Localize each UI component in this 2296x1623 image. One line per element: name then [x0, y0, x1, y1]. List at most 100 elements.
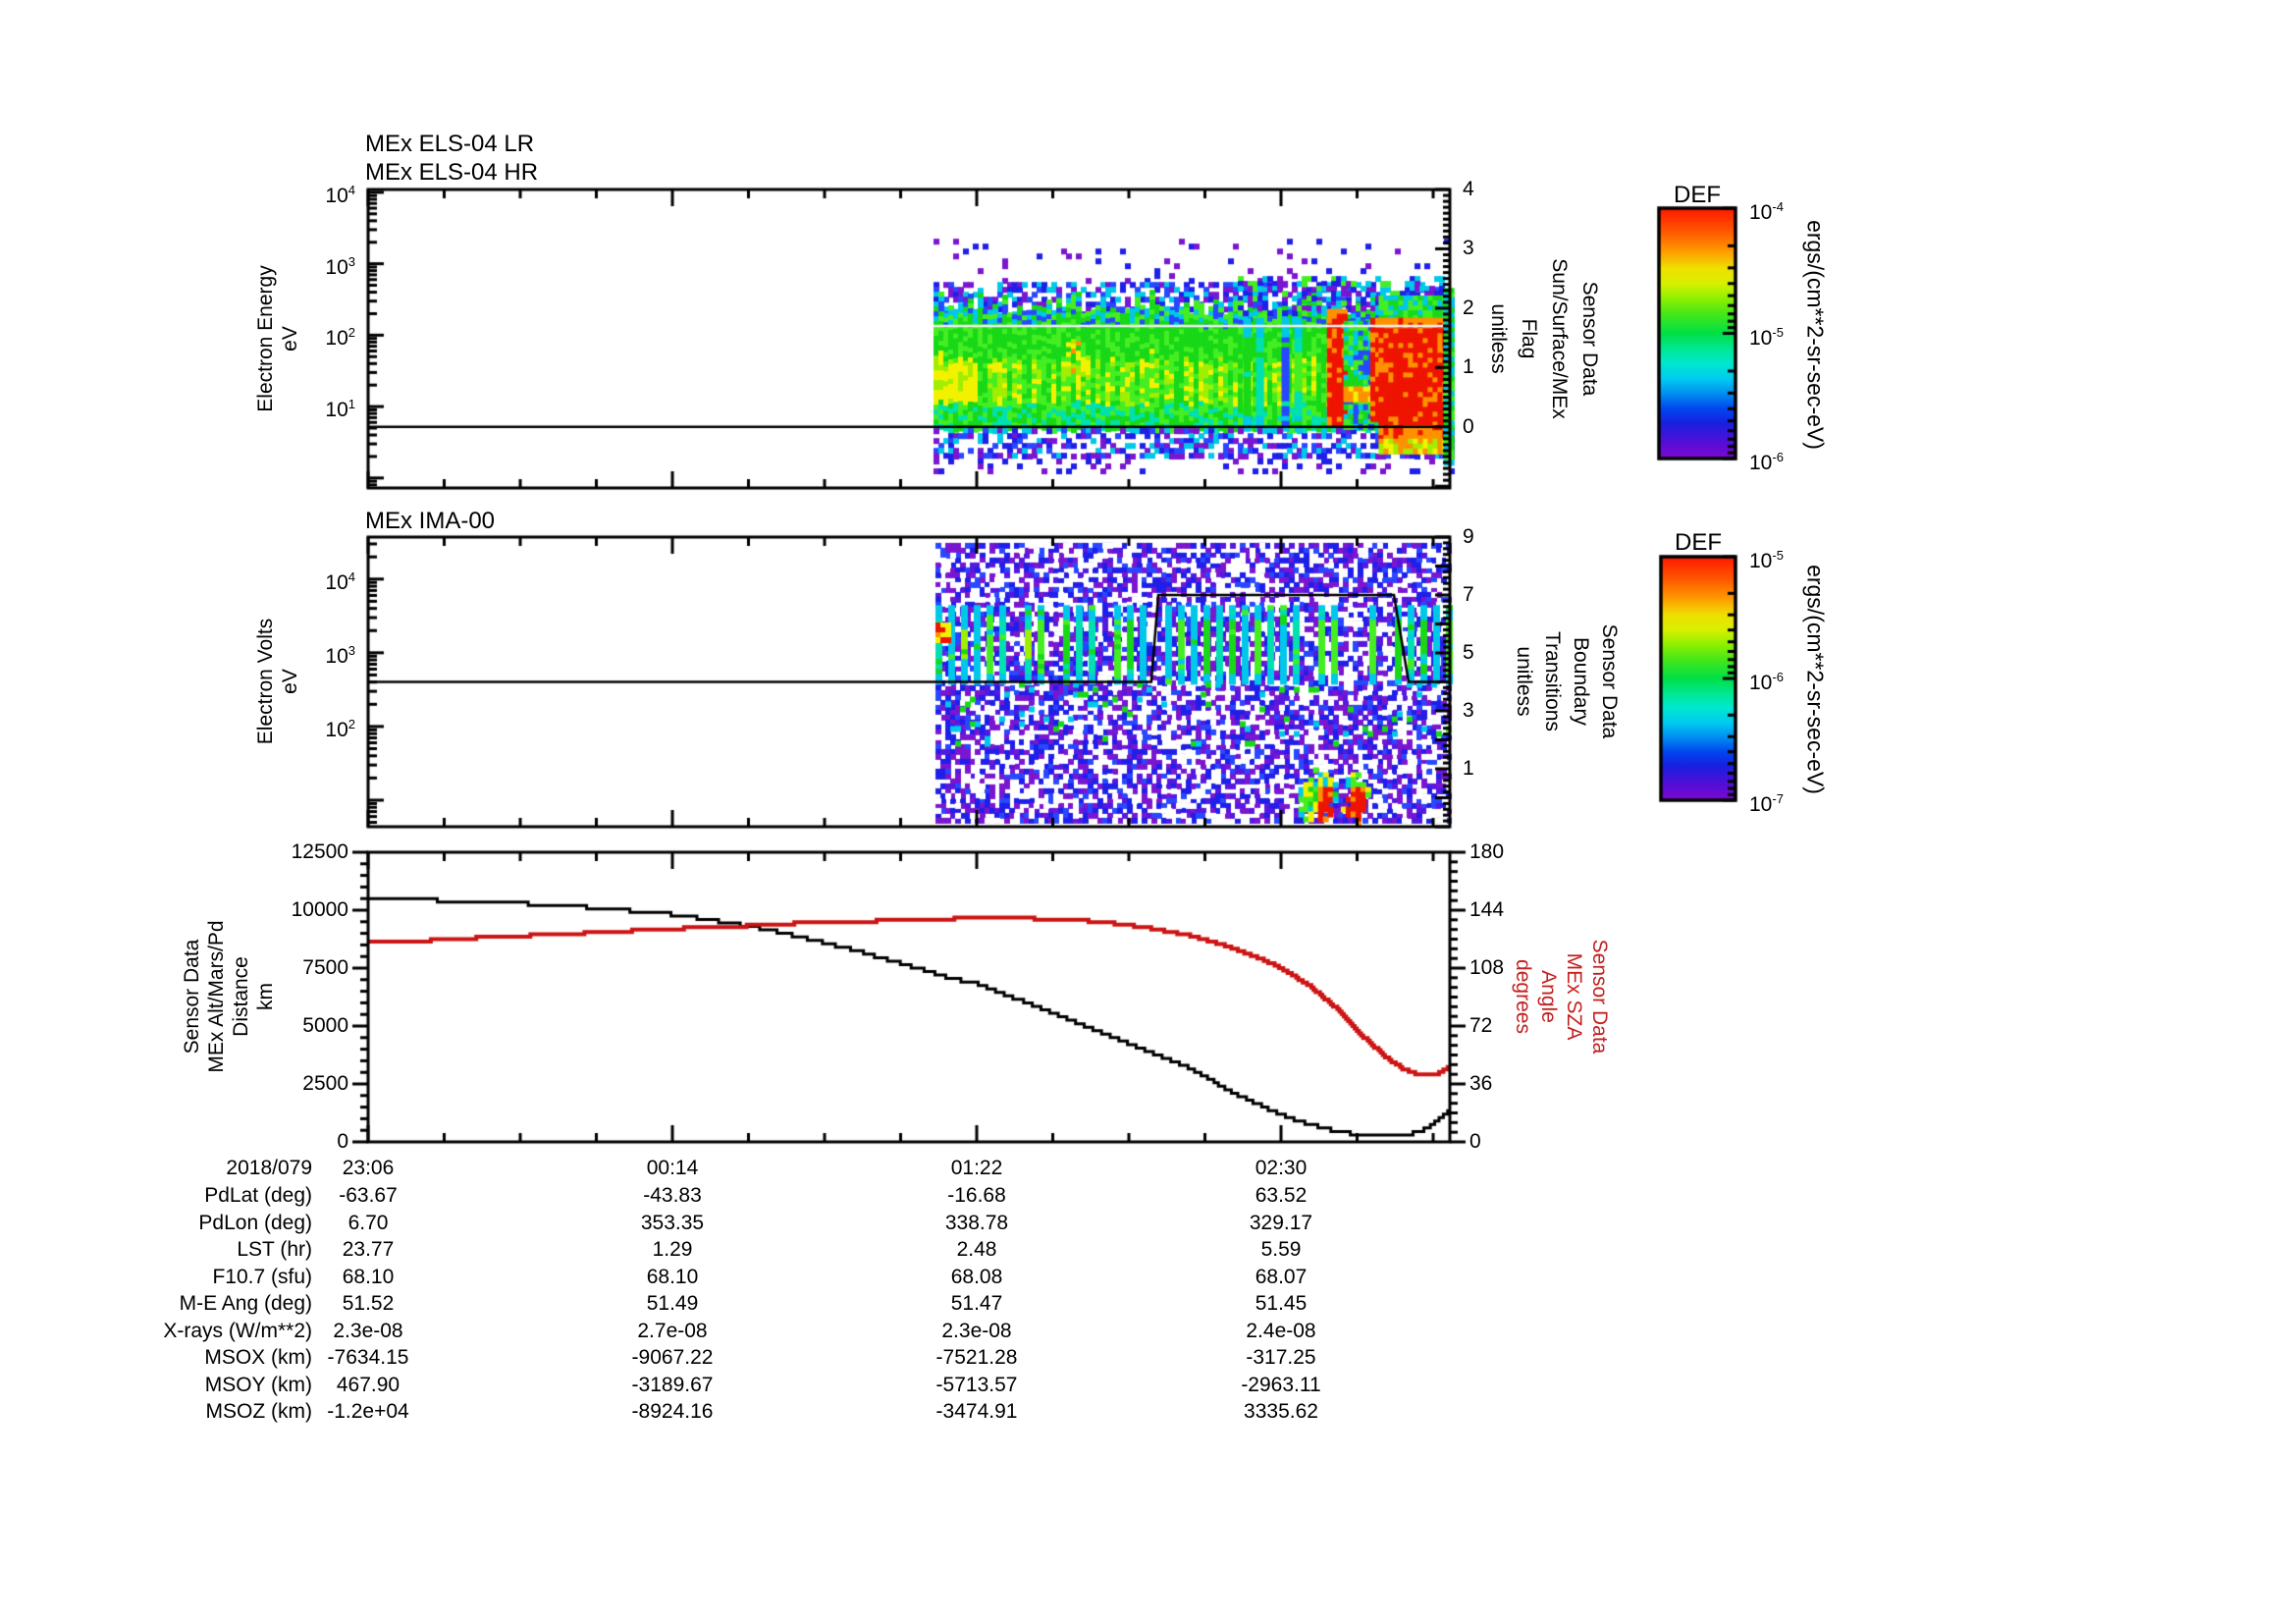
table-cell: 1.29 — [652, 1238, 693, 1261]
table-row-label: F10.7 (sfu) — [212, 1265, 312, 1288]
ima-ylabel-line: Electron Volts — [254, 618, 277, 745]
y-tick-label: 5000 — [302, 1014, 348, 1037]
y2-tick-label: 7 — [1463, 583, 1474, 606]
table-cell: 353.35 — [640, 1211, 705, 1234]
table-cell: 467.90 — [336, 1373, 400, 1396]
y2-tick-label: 0 — [1463, 414, 1474, 438]
y-tick-label: 102 — [325, 325, 355, 351]
els-title-hr: MEx ELS-04 HR — [365, 159, 539, 186]
els-y2label-line: Sensor Data — [1578, 281, 1601, 397]
y2-tick-label: 1 — [1463, 757, 1474, 780]
els-y2label-line: unitless — [1487, 303, 1510, 374]
time-tick-label: 02:30 — [1255, 1157, 1308, 1179]
ima-y2label-line: Transitions — [1541, 631, 1564, 731]
table-cell: 68.10 — [646, 1265, 699, 1288]
els-y2label-line: Sun/Surface/MEx — [1548, 258, 1571, 419]
table-cell: 6.70 — [347, 1211, 389, 1234]
y-tick-label: 12500 — [291, 840, 348, 863]
time-tick-label: 23:06 — [342, 1157, 395, 1179]
table-cell: 338.78 — [944, 1211, 1009, 1234]
lines-ylabel-line: MEx Alt/Mars/Pd — [205, 920, 228, 1073]
lines-ylabel-line: Sensor Data — [181, 939, 203, 1055]
colorbar-tick-label: 10-5 — [1749, 324, 1784, 350]
colorbar-tick-label: 10-5 — [1749, 548, 1784, 572]
date-label: 2018/079 — [226, 1157, 312, 1179]
els-title-lr: MEx ELS-04 LR — [365, 131, 535, 157]
y2-tick-label: 36 — [1469, 1072, 1493, 1095]
table-cell: -63.67 — [339, 1184, 398, 1207]
colorbar-tick-label: 10-6 — [1749, 670, 1784, 694]
table-cell: 51.45 — [1255, 1292, 1308, 1315]
y2-tick-label: 3 — [1463, 699, 1474, 722]
table-row-label: LST (hr) — [237, 1238, 312, 1261]
table-cell: -7521.28 — [935, 1346, 1018, 1369]
table-cell: -3189.67 — [631, 1373, 714, 1396]
colorbar2-title: DEF — [1675, 529, 1722, 556]
els-y2label-line: Flag — [1518, 318, 1540, 359]
table-cell: -9067.22 — [631, 1346, 714, 1369]
y2-tick-label: 0 — [1469, 1130, 1481, 1153]
time-tick-label: 01:22 — [950, 1157, 1003, 1179]
table-cell: 51.47 — [950, 1292, 1003, 1315]
y-tick-label: 103 — [325, 642, 355, 668]
table-cell: -7634.15 — [327, 1346, 409, 1369]
y2-tick-label: 5 — [1463, 641, 1474, 664]
y2-tick-label: 180 — [1469, 840, 1505, 863]
table-cell: 2.48 — [956, 1238, 997, 1261]
y2-tick-label: 4 — [1463, 178, 1474, 200]
lines-ylabel-line: km — [254, 983, 277, 1011]
table-cell: 2.3e-08 — [941, 1319, 1012, 1342]
lines-y2label-line: Angle — [1537, 970, 1560, 1023]
table-row-label: MSOX (km) — [204, 1346, 312, 1369]
table-cell: 329.17 — [1249, 1211, 1313, 1234]
y-tick-label: 7500 — [302, 956, 348, 979]
els-ylabel-line: Electron Energy — [254, 265, 277, 412]
table-cell: 68.10 — [342, 1265, 395, 1288]
ima-y2label-line: Sensor Data — [1598, 623, 1621, 739]
lines-ylabel-line: Distance — [230, 956, 252, 1037]
y2-tick-label: 72 — [1469, 1014, 1493, 1037]
lines-y2label-line: MEx SZA — [1563, 952, 1585, 1041]
colorbar-tick-label: 10-7 — [1749, 791, 1784, 816]
table-cell: 68.08 — [950, 1265, 1003, 1288]
table-cell: 51.49 — [646, 1292, 699, 1315]
table-cell: 5.59 — [1260, 1238, 1302, 1261]
y-tick-label: 103 — [325, 253, 355, 279]
y2-tick-label: 2 — [1463, 296, 1474, 319]
table-cell: 63.52 — [1255, 1184, 1308, 1207]
table-cell: -2963.11 — [1241, 1373, 1321, 1396]
table-cell: -5713.57 — [935, 1373, 1018, 1396]
table-cell: -1.2e+04 — [327, 1400, 409, 1423]
table-cell: 3335.62 — [1244, 1400, 1318, 1423]
table-cell: 68.07 — [1255, 1265, 1308, 1288]
y-tick-label: 10000 — [291, 898, 348, 921]
colorbar-tick-label: 10-4 — [1749, 199, 1784, 224]
y2-tick-label: 1 — [1463, 355, 1474, 379]
table-cell: -8924.16 — [631, 1400, 714, 1423]
ima-y2label-line: unitless — [1513, 646, 1535, 717]
y-tick-label: 0 — [337, 1130, 348, 1153]
table-cell: 2.3e-08 — [333, 1319, 403, 1342]
y2-tick-label: 144 — [1469, 898, 1505, 921]
y-tick-label: 2500 — [302, 1072, 348, 1095]
table-cell: 2.4e-08 — [1246, 1319, 1316, 1342]
table-row-label: PdLat (deg) — [204, 1184, 312, 1207]
table-row-label: M-E Ang (deg) — [179, 1292, 312, 1315]
y2-tick-label: 108 — [1469, 956, 1505, 979]
y-tick-label: 104 — [325, 182, 355, 207]
table-row-label: PdLon (deg) — [198, 1211, 312, 1234]
time-tick-label: 00:14 — [646, 1157, 699, 1179]
table-cell: 23.77 — [342, 1238, 395, 1261]
ima-title: MEx IMA-00 — [365, 508, 496, 534]
table-cell: 2.7e-08 — [637, 1319, 708, 1342]
table-cell: -16.68 — [947, 1184, 1006, 1207]
table-cell: -317.25 — [1246, 1346, 1316, 1369]
colorbar-tick-label: 10-6 — [1749, 450, 1784, 474]
lines-y2label-line: Sensor Data — [1588, 939, 1611, 1055]
table-cell: 51.52 — [342, 1292, 395, 1315]
ima-y2label-line: Boundary — [1570, 637, 1592, 726]
y-tick-label: 101 — [325, 397, 355, 422]
y-tick-label: 104 — [325, 568, 355, 594]
